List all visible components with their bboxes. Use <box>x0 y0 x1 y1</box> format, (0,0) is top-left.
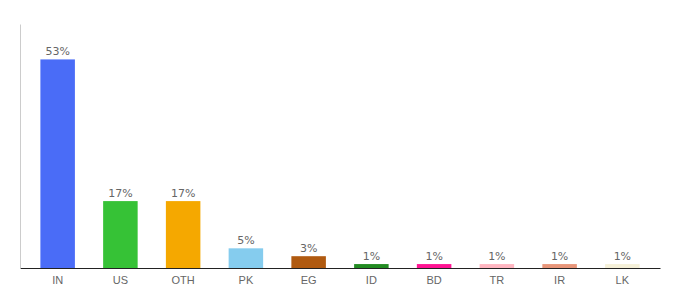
y-axis <box>20 25 21 269</box>
bar <box>417 264 452 268</box>
bar <box>103 201 138 268</box>
x-tick: TR <box>490 268 505 286</box>
y-axis-line <box>20 25 21 269</box>
bar <box>291 256 326 268</box>
x-tick-label: LK <box>616 274 630 286</box>
x-tick-label: EG <box>301 274 317 286</box>
chart-svg: 53% 17% 17% 5% 3% 1% 1% 1% 1% 1% IN US OTH PK EG ID BD TR… <box>0 0 680 300</box>
data-labels: 53% 17% 17% 5% 3% 1% 1% 1% 1% 1% <box>45 45 631 263</box>
data-label: 17% <box>108 187 132 200</box>
bars <box>40 59 639 268</box>
bar <box>542 264 577 268</box>
x-tick: IN <box>52 268 63 286</box>
x-tick-label: TR <box>490 274 505 286</box>
x-axis: IN US OTH PK EG ID BD TR IR LK <box>21 268 661 286</box>
data-label: 1% <box>425 250 442 263</box>
x-tick: US <box>113 268 128 286</box>
bar <box>229 248 264 268</box>
x-tick-label: PK <box>239 274 254 286</box>
bar <box>40 59 75 268</box>
x-tick: EG <box>301 268 317 286</box>
x-tick-label: IR <box>554 274 565 286</box>
data-label: 3% <box>300 242 317 255</box>
bar <box>480 264 515 268</box>
x-tick: ID <box>366 268 377 286</box>
x-tick: BD <box>426 268 441 286</box>
x-tick: PK <box>239 268 254 286</box>
x-tick: IR <box>554 268 565 286</box>
plot-area: 53% 17% 17% 5% 3% 1% 1% 1% 1% 1% IN US OTH PK EG ID BD TR… <box>21 25 661 286</box>
data-label: 1% <box>614 250 631 263</box>
data-label: 1% <box>363 250 380 263</box>
chart-container: 53% 17% 17% 5% 3% 1% 1% 1% 1% 1% IN US OTH PK EG ID BD TR… <box>0 0 680 300</box>
x-tick-label: BD <box>426 274 441 286</box>
bar <box>166 201 201 268</box>
bar <box>605 264 640 268</box>
x-axis-line <box>21 268 661 269</box>
x-tick-label: IN <box>52 274 63 286</box>
x-tick-label: OTH <box>172 274 195 286</box>
x-tick-label: ID <box>366 274 377 286</box>
data-label: 1% <box>551 250 568 263</box>
x-tick: OTH <box>172 268 195 286</box>
data-label: 5% <box>237 234 254 247</box>
x-tick-label: US <box>113 274 128 286</box>
bar <box>354 264 389 268</box>
data-label: 17% <box>171 187 195 200</box>
data-label: 1% <box>488 250 505 263</box>
x-tick: LK <box>616 268 630 286</box>
data-label: 53% <box>45 45 69 58</box>
